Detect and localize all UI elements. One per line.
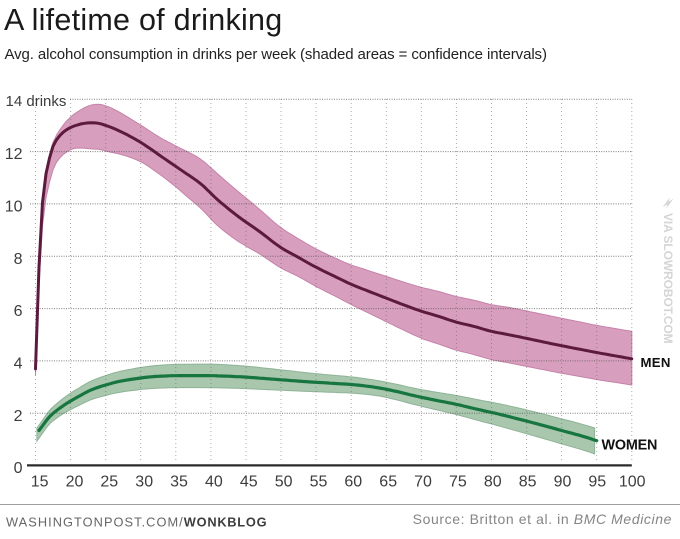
svg-text:85: 85 (519, 474, 537, 491)
svg-text:6: 6 (14, 303, 23, 320)
svg-text:MEN: MEN (641, 355, 671, 370)
svg-text:15: 15 (31, 474, 49, 491)
svg-text:VIA SLOWROBOT.COM: VIA SLOWROBOT.COM (661, 213, 675, 344)
svg-text:75: 75 (449, 474, 467, 491)
svg-text:65: 65 (379, 474, 397, 491)
svg-text:A lifetime of drinking: A lifetime of drinking (4, 3, 282, 37)
svg-text:0: 0 (14, 460, 23, 477)
svg-text:70: 70 (414, 474, 432, 491)
svg-text:45: 45 (240, 474, 258, 491)
svg-text:20: 20 (66, 474, 84, 491)
svg-text:Source: Britton et al. in BMC: Source: Britton et al. in BMC Medicine (413, 511, 672, 527)
svg-text:12: 12 (5, 146, 23, 163)
svg-text:95: 95 (588, 474, 606, 491)
svg-text:40: 40 (205, 474, 223, 491)
svg-text:35: 35 (170, 474, 188, 491)
svg-text:60: 60 (344, 474, 362, 491)
svg-text:50: 50 (275, 474, 293, 491)
svg-text:30: 30 (135, 474, 153, 491)
svg-text:2: 2 (14, 408, 23, 425)
svg-text:100: 100 (619, 474, 646, 491)
svg-text:10: 10 (5, 199, 23, 216)
svg-text:WOMEN: WOMEN (602, 437, 658, 453)
svg-text:25: 25 (100, 474, 118, 491)
svg-text:80: 80 (484, 474, 502, 491)
svg-text:90: 90 (554, 474, 572, 491)
svg-text:WASHINGTONPOST.COM/WONKBLOG: WASHINGTONPOST.COM/WONKBLOG (6, 515, 267, 530)
svg-text:Avg. alcohol consumption in dr: Avg. alcohol consumption in drinks per w… (5, 46, 547, 63)
svg-text:8: 8 (14, 251, 23, 268)
svg-text:55: 55 (310, 474, 328, 491)
svg-text:4: 4 (14, 356, 23, 373)
svg-text:14 drinks: 14 drinks (6, 93, 67, 110)
